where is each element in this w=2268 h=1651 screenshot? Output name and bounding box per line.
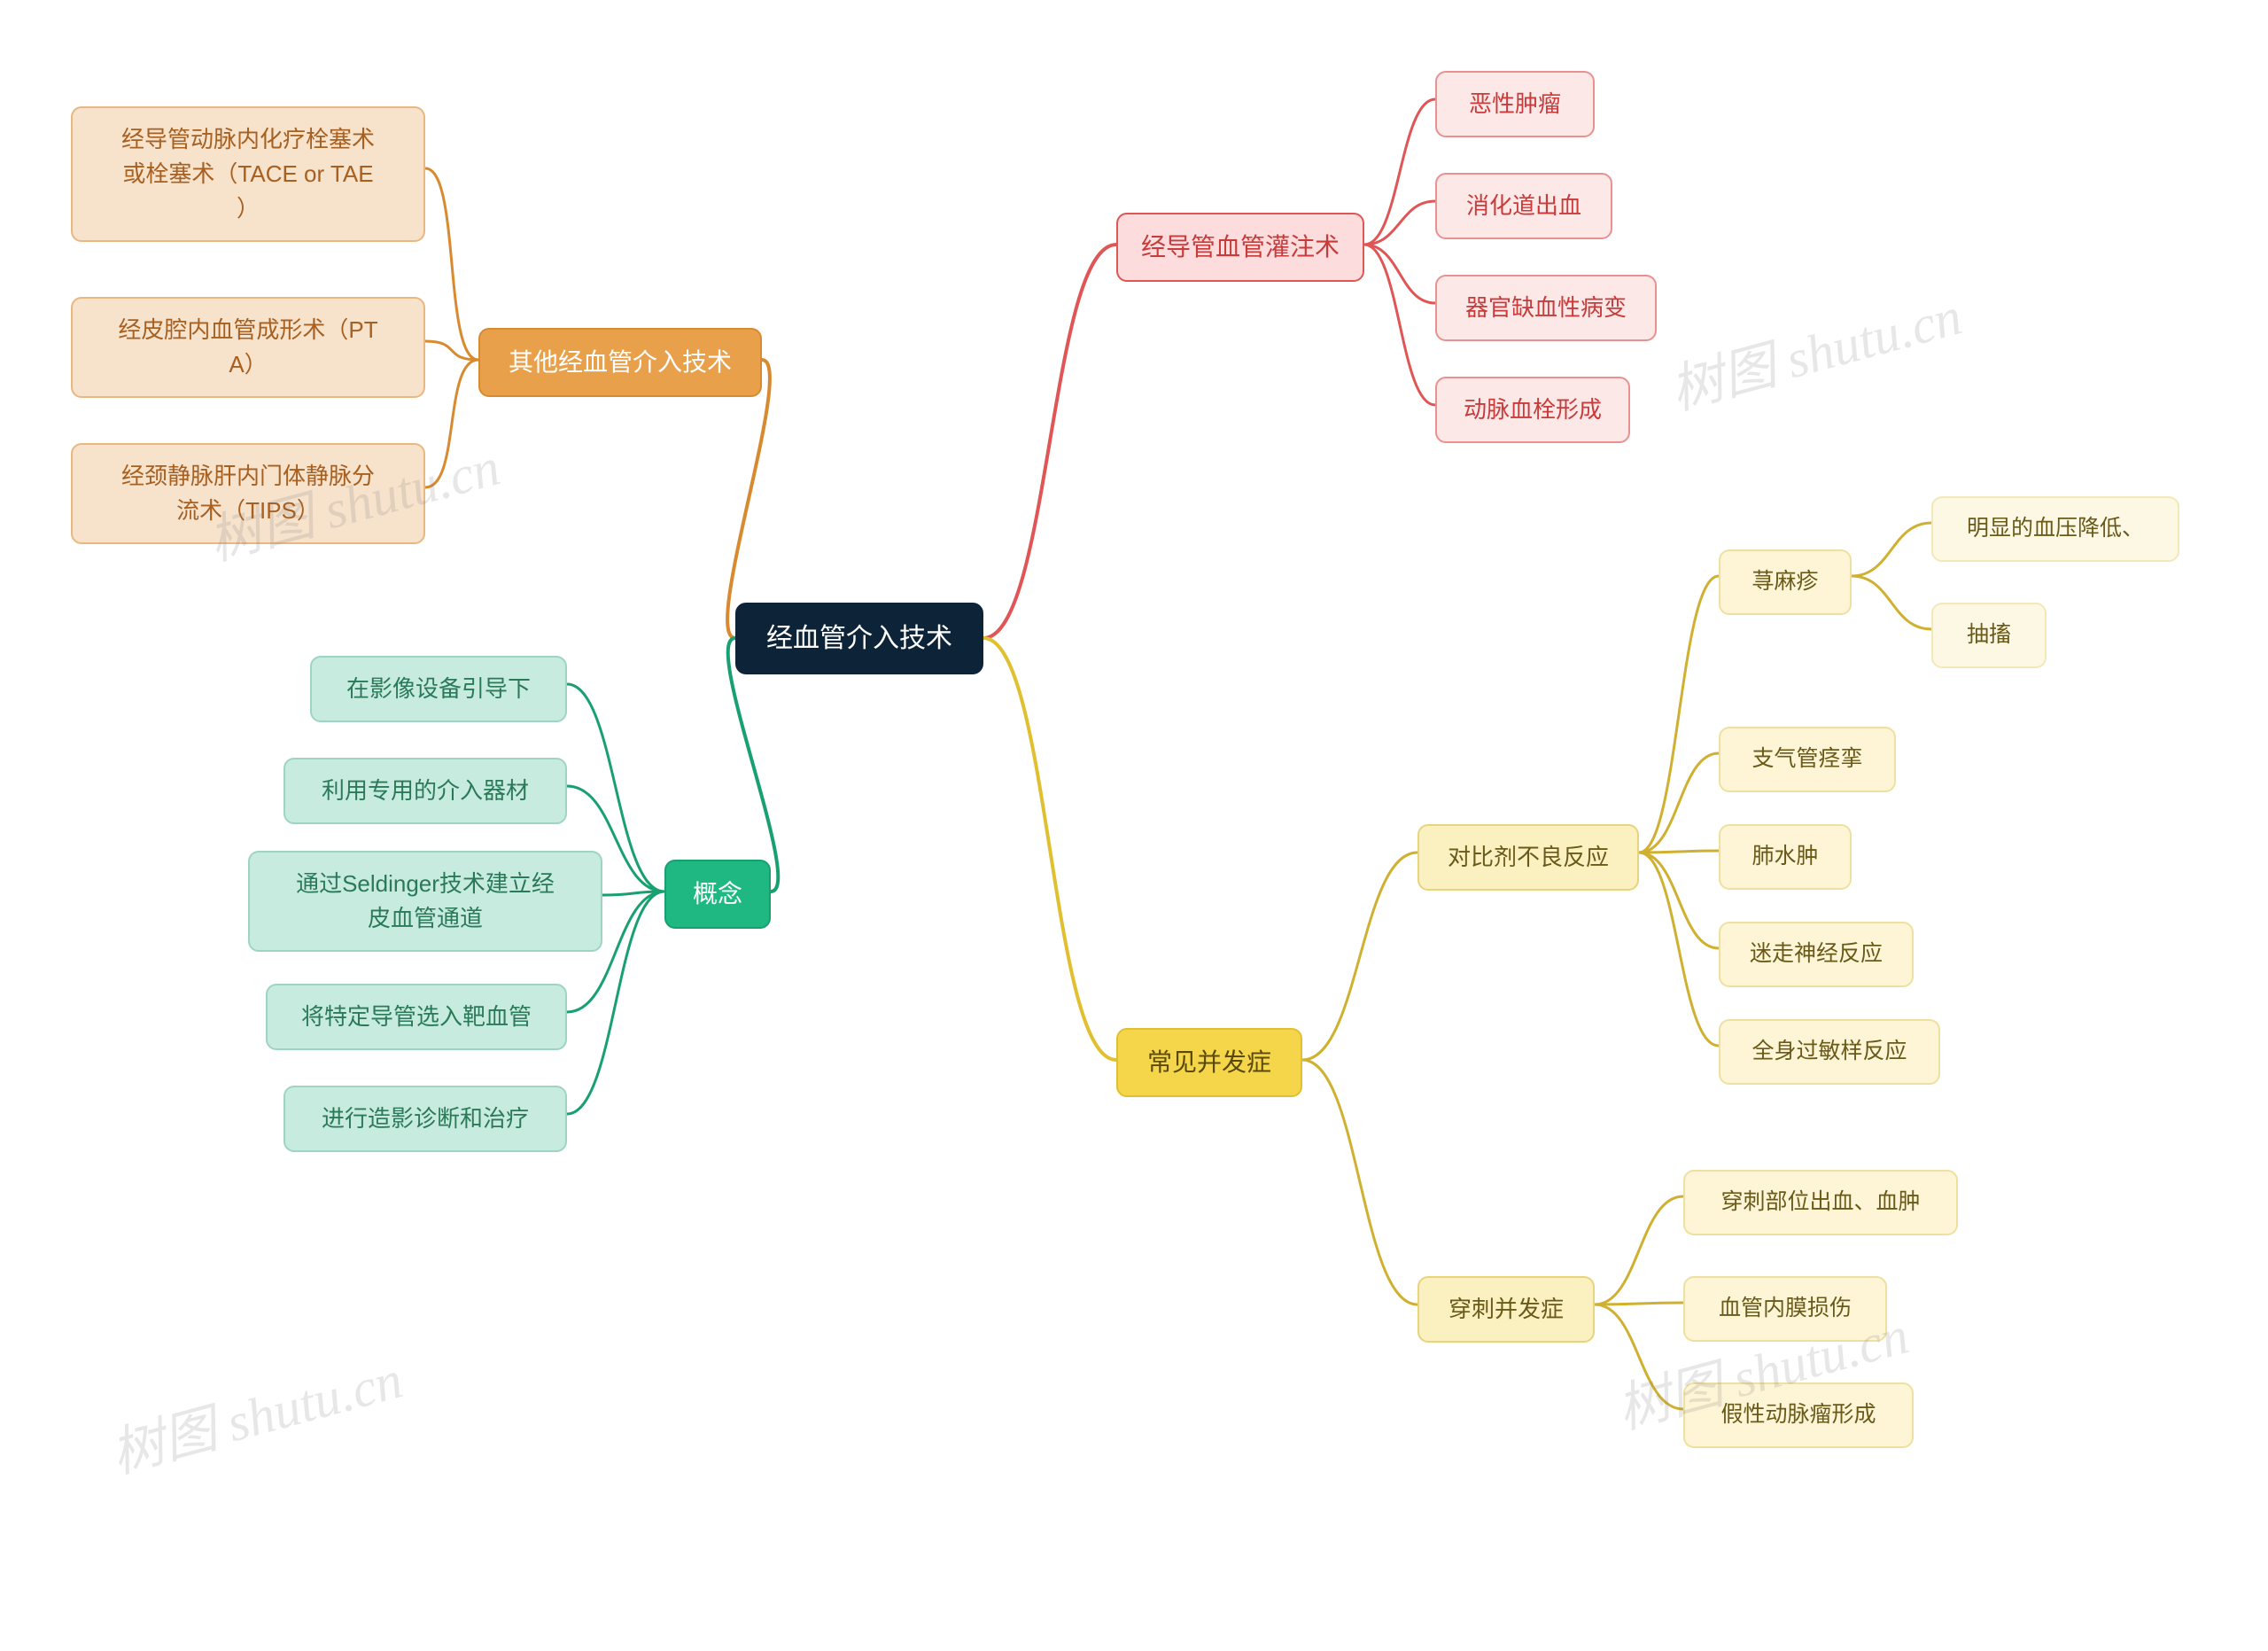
node-b2_2c[interactable]: 假性动脉瘤形成 <box>1683 1382 1914 1448</box>
edge-root-b4 <box>728 638 779 892</box>
node-b2_2b[interactable]: 血管内膜损伤 <box>1683 1276 1887 1342</box>
node-b2_1[interactable]: 对比剂不良反应 <box>1418 824 1639 891</box>
node-b4_1[interactable]: 在影像设备引导下 <box>310 656 567 722</box>
node-b1_2[interactable]: 消化道出血 <box>1435 173 1612 239</box>
node-b2_1a2[interactable]: 抽搐 <box>1931 603 2047 668</box>
node-b3_1[interactable]: 经导管动脉内化疗栓塞术 或栓塞术（TACE or TAE ） <box>71 106 425 242</box>
watermark: 树图 shutu.cn <box>101 1336 409 1488</box>
node-b1_3[interactable]: 器官缺血性病变 <box>1435 275 1657 341</box>
node-b2[interactable]: 常见并发症 <box>1116 1028 1302 1097</box>
edge-b2_1-b2_1d <box>1639 853 1719 948</box>
edge-b2_2-b2_2b <box>1595 1303 1683 1304</box>
mindmap-canvas: 经血管介入技术 经导管血管灌注术 恶性肿瘤消化道出血器官缺血性病变动脉血栓形成常见并… <box>0 0 2268 1651</box>
edge-b2_1a-b2_1a2 <box>1852 576 1931 629</box>
node-b3_2[interactable]: 经皮腔内血管成形术（PT A） <box>71 297 425 398</box>
edge-b1-b1_2 <box>1364 201 1435 245</box>
node-b2_1d[interactable]: 迷走神经反应 <box>1719 922 1914 987</box>
edge-b2_1a-b2_1a1 <box>1852 523 1931 576</box>
node-b4_5[interactable]: 进行造影诊断和治疗 <box>284 1086 567 1152</box>
edge-b2_1-b2_1b <box>1639 753 1719 853</box>
edge-b2_2-b2_2a <box>1595 1196 1683 1304</box>
node-b2_2a[interactable]: 穿刺部位出血、血肿 <box>1683 1170 1958 1235</box>
edge-root-b1 <box>983 245 1116 638</box>
node-b1[interactable]: 经导管血管灌注术 <box>1116 213 1364 282</box>
watermark: 树图 shutu.cn <box>1660 273 1969 424</box>
node-b2_2[interactable]: 穿刺并发症 <box>1418 1276 1595 1343</box>
node-b2_1c[interactable]: 肺水肿 <box>1719 824 1852 890</box>
edge-b2_1-b2_1e <box>1639 853 1719 1046</box>
node-b1_1[interactable]: 恶性肿瘤 <box>1435 71 1595 137</box>
node-b3_3[interactable]: 经颈静脉肝内门体静脉分 流术（TIPS） <box>71 443 425 544</box>
edge-b1-b1_3 <box>1364 245 1435 303</box>
node-b3[interactable]: 其他经血管介入技术 <box>478 328 762 397</box>
edge-b2_1-b2_1c <box>1639 851 1719 853</box>
edge-b2-b2_1 <box>1302 853 1418 1060</box>
edge-b2_1-b2_1a <box>1639 576 1719 853</box>
edge-b4-b4_3 <box>602 892 664 895</box>
node-b4_3[interactable]: 通过Seldinger技术建立经 皮血管通道 <box>248 851 602 952</box>
node-b2_1b[interactable]: 支气管痉挛 <box>1719 727 1896 792</box>
edge-root-b2 <box>983 638 1116 1060</box>
edge-b3-b3_3 <box>425 360 478 487</box>
node-b2_1a[interactable]: 荨麻疹 <box>1719 549 1852 615</box>
node-b2_1a1[interactable]: 明显的血压降低、 <box>1931 496 2179 562</box>
node-b4_4[interactable]: 将特定导管选入靶血管 <box>266 984 567 1050</box>
node-b4[interactable]: 概念 <box>664 860 771 929</box>
node-b4_2[interactable]: 利用专用的介入器材 <box>284 758 567 824</box>
edge-root-b3 <box>727 360 770 638</box>
edge-b3-b3_1 <box>425 168 478 360</box>
node-b2_1e[interactable]: 全身过敏样反应 <box>1719 1019 1940 1085</box>
node-root[interactable]: 经血管介入技术 <box>735 603 983 674</box>
edge-b1-b1_4 <box>1364 245 1435 405</box>
edge-b1-b1_1 <box>1364 99 1435 245</box>
edge-b3-b3_2 <box>425 341 478 360</box>
node-b1_4[interactable]: 动脉血栓形成 <box>1435 377 1630 443</box>
edge-b2-b2_2 <box>1302 1060 1418 1304</box>
edge-b2_2-b2_2c <box>1595 1304 1683 1409</box>
